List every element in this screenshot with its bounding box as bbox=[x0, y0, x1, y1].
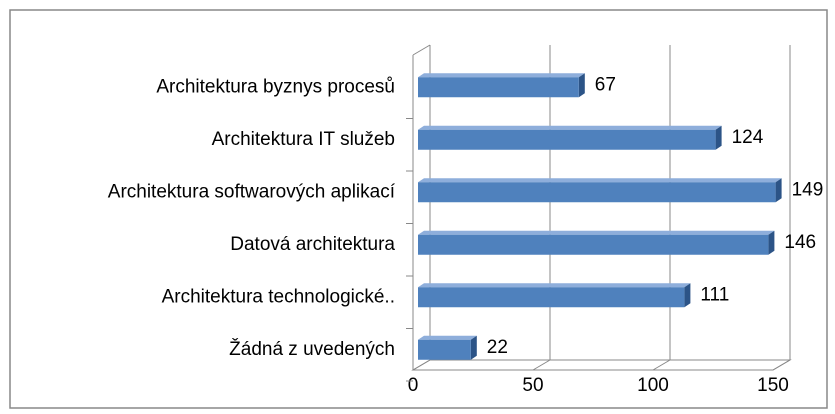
bar bbox=[418, 73, 585, 98]
bar bbox=[418, 335, 477, 360]
value-label: 111 bbox=[700, 284, 729, 305]
x-tick-label: 150 bbox=[757, 375, 789, 396]
x-tick-label: 0 bbox=[408, 375, 419, 396]
bar-front bbox=[418, 234, 769, 255]
x-tick-label: 50 bbox=[522, 375, 543, 396]
x-tick-label: 100 bbox=[637, 375, 669, 396]
value-label: 67 bbox=[595, 74, 616, 95]
bar-front bbox=[418, 77, 579, 98]
bar-side bbox=[768, 230, 775, 255]
bar bbox=[418, 283, 691, 308]
grid-floor-line bbox=[412, 359, 431, 371]
bar-top bbox=[418, 283, 691, 288]
y-tick-label: Architektura softwarových aplikací bbox=[108, 181, 396, 202]
bar bbox=[418, 230, 775, 255]
bar-top bbox=[418, 178, 782, 183]
bar-front bbox=[418, 287, 685, 308]
value-label: 149 bbox=[792, 179, 824, 200]
bar-top bbox=[418, 335, 477, 340]
value-label: 124 bbox=[732, 127, 764, 148]
bar bbox=[418, 125, 722, 150]
grid-floor-line bbox=[652, 359, 671, 371]
bar-side bbox=[684, 283, 691, 308]
bar bbox=[418, 178, 782, 203]
y-tick-label: Architektura IT služeb bbox=[212, 129, 395, 150]
bar-top bbox=[418, 125, 722, 130]
value-label: 22 bbox=[487, 337, 508, 358]
y-tick-label: Architektura technologické.. bbox=[162, 286, 395, 307]
bar-front bbox=[418, 129, 716, 150]
bar-side bbox=[470, 335, 477, 360]
bar-front bbox=[418, 339, 471, 360]
wall-top bbox=[412, 44, 431, 56]
bar-top bbox=[418, 73, 585, 78]
bar-front bbox=[418, 182, 776, 203]
y-tick-label: Datová architektura bbox=[230, 234, 395, 255]
y-tick-label: Architektura byznys procesů bbox=[156, 76, 395, 97]
bar-side bbox=[715, 125, 722, 150]
grid-floor-line bbox=[772, 359, 791, 371]
grid-floor-line bbox=[532, 359, 551, 371]
bar-side bbox=[578, 73, 585, 98]
y-tick-label: Žádná z uvedených bbox=[229, 338, 395, 360]
bar-side bbox=[775, 178, 782, 203]
bar-top bbox=[418, 230, 775, 235]
value-label: 146 bbox=[784, 232, 816, 253]
